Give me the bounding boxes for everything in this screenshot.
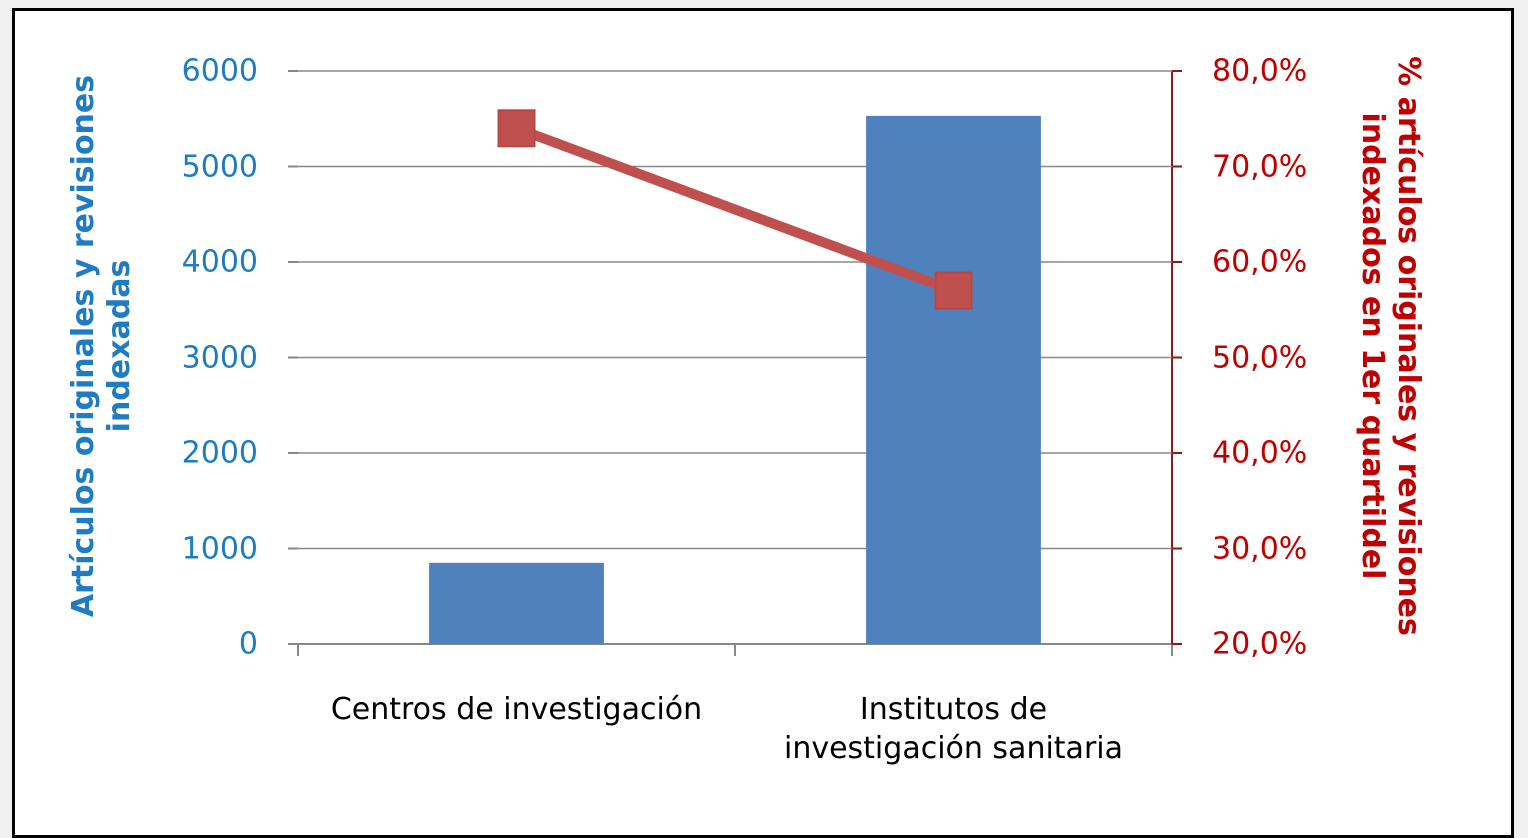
line-marker xyxy=(934,271,973,310)
y-tick-label: 4000 xyxy=(181,244,258,280)
line xyxy=(514,123,956,296)
line-marker xyxy=(497,109,536,148)
y-tick-label: 5000 xyxy=(181,149,258,184)
y2-tick-label: 20,0% xyxy=(1212,626,1308,662)
x-tick-label: Institutos de investigación sanitaria xyxy=(783,692,1123,766)
bar xyxy=(429,562,604,644)
y2-tick-label: 60,0% xyxy=(1212,244,1308,280)
y-tick-label: 2000 xyxy=(181,435,258,471)
y-tick-label: 6000 xyxy=(181,53,258,89)
y2-axis-title: % artículos originales y revisiones inde… xyxy=(1355,56,1426,636)
y2-tick-label: 30,0% xyxy=(1212,531,1308,566)
y2-tick-label: 40,0% xyxy=(1212,435,1308,471)
y2-tick-label: 80,0% xyxy=(1212,53,1308,89)
y2-tick-label: 70,0% xyxy=(1212,149,1308,184)
chart-frame xyxy=(12,8,1514,838)
y2-tick-label: 50,0% xyxy=(1212,340,1308,375)
x-tick-label: Centros de investigación xyxy=(330,692,703,727)
y-tick-label: 3000 xyxy=(181,340,258,375)
y-tick-label: 1000 xyxy=(181,531,258,566)
y-tick-label: 0 xyxy=(238,626,258,662)
bar xyxy=(866,115,1041,644)
